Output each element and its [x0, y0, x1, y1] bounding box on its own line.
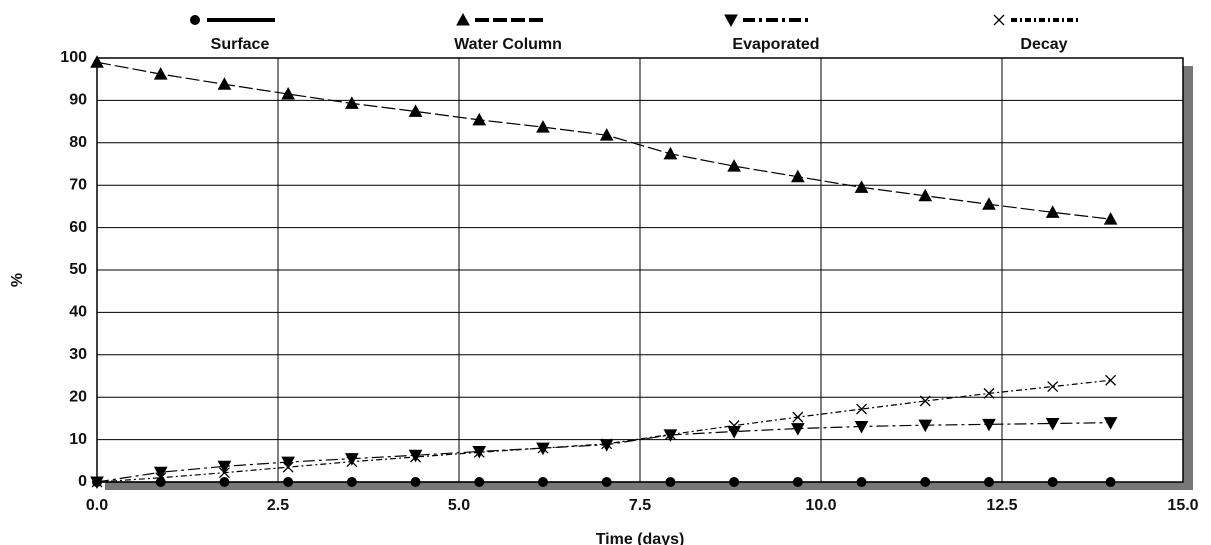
series-line	[96, 379, 1111, 483]
legend-label: Evaporated	[732, 36, 819, 53]
marker	[918, 188, 933, 202]
marker	[790, 423, 805, 436]
y-tick-label: 100	[60, 49, 87, 66]
marker	[408, 104, 423, 117]
marker	[599, 439, 614, 452]
marker	[91, 476, 103, 488]
marker	[537, 477, 548, 487]
y-tick-label: 10	[69, 431, 87, 448]
y-tick-label: 90	[69, 92, 87, 109]
y-tick-label: 60	[69, 219, 87, 236]
marker	[410, 451, 422, 463]
marker	[729, 477, 740, 487]
plot-shadow	[1183, 66, 1193, 490]
marker	[410, 477, 421, 487]
marker	[856, 477, 867, 487]
marker	[474, 477, 485, 487]
x-tick-label: 15.0	[1167, 497, 1198, 514]
marker	[472, 112, 487, 126]
x-axis-label: Time (days)	[596, 531, 685, 545]
x-tick-label: 5.0	[448, 497, 470, 514]
marker	[281, 86, 295, 100]
marker	[1103, 212, 1118, 225]
marker	[283, 477, 294, 487]
marker	[792, 477, 803, 487]
marker	[983, 387, 995, 399]
legend-label: Water Column	[454, 36, 562, 53]
marker	[982, 418, 996, 432]
marker	[345, 96, 359, 109]
marker	[790, 169, 805, 183]
marker	[854, 420, 869, 434]
y-tick-label: 30	[69, 346, 87, 363]
legend-label: Decay	[1020, 36, 1067, 53]
marker	[1045, 417, 1060, 431]
marker	[792, 411, 804, 423]
marker	[90, 55, 104, 68]
x-tick-label: 10.0	[805, 497, 836, 514]
marker	[983, 477, 994, 487]
marker	[1105, 477, 1116, 487]
plot-shadow	[105, 482, 1193, 490]
marker	[536, 120, 550, 133]
legend-label: Surface	[211, 36, 270, 53]
marker	[663, 429, 678, 442]
marker	[856, 403, 868, 415]
marker	[155, 472, 167, 484]
x-tick-label: 0.0	[86, 497, 108, 514]
marker	[282, 461, 294, 473]
marker	[346, 477, 357, 487]
marker	[665, 477, 676, 487]
marker	[1045, 205, 1060, 218]
marker	[601, 477, 612, 487]
y-tick-label: 20	[69, 388, 87, 405]
x-tick-label: 12.5	[986, 497, 1017, 514]
marker	[854, 180, 869, 193]
marker	[1047, 381, 1059, 393]
marker	[919, 395, 931, 407]
marker	[728, 420, 740, 432]
marker	[601, 438, 613, 450]
marker	[219, 477, 230, 487]
marker	[408, 449, 423, 463]
y-tick-label: 70	[69, 176, 87, 193]
x-tick-label: 2.5	[267, 497, 289, 514]
y-tick-label: 0	[78, 473, 87, 490]
marker	[663, 146, 678, 160]
marker	[537, 442, 549, 454]
legend-marker	[993, 14, 1005, 26]
marker	[1103, 417, 1118, 430]
marker	[153, 67, 168, 80]
legend-marker	[724, 14, 738, 28]
legend-marker	[456, 12, 470, 26]
marker	[664, 429, 676, 440]
marker	[599, 128, 614, 141]
y-tick-label: 40	[69, 304, 87, 321]
y-axis-label: %	[9, 273, 26, 287]
marker	[217, 77, 232, 90]
marker	[1047, 477, 1058, 487]
marker	[982, 197, 996, 210]
marker	[727, 159, 741, 172]
marker	[918, 419, 933, 433]
marker	[218, 467, 230, 479]
y-tick-label: 50	[69, 261, 87, 278]
y-tick-label: 80	[69, 134, 87, 151]
marker	[217, 460, 232, 474]
marker	[281, 456, 295, 470]
marker	[473, 446, 485, 458]
x-tick-label: 7.5	[629, 497, 651, 514]
legend-marker	[190, 15, 200, 25]
marker	[1105, 374, 1117, 386]
marker	[346, 456, 358, 468]
marker	[920, 477, 931, 487]
marker	[153, 466, 168, 480]
